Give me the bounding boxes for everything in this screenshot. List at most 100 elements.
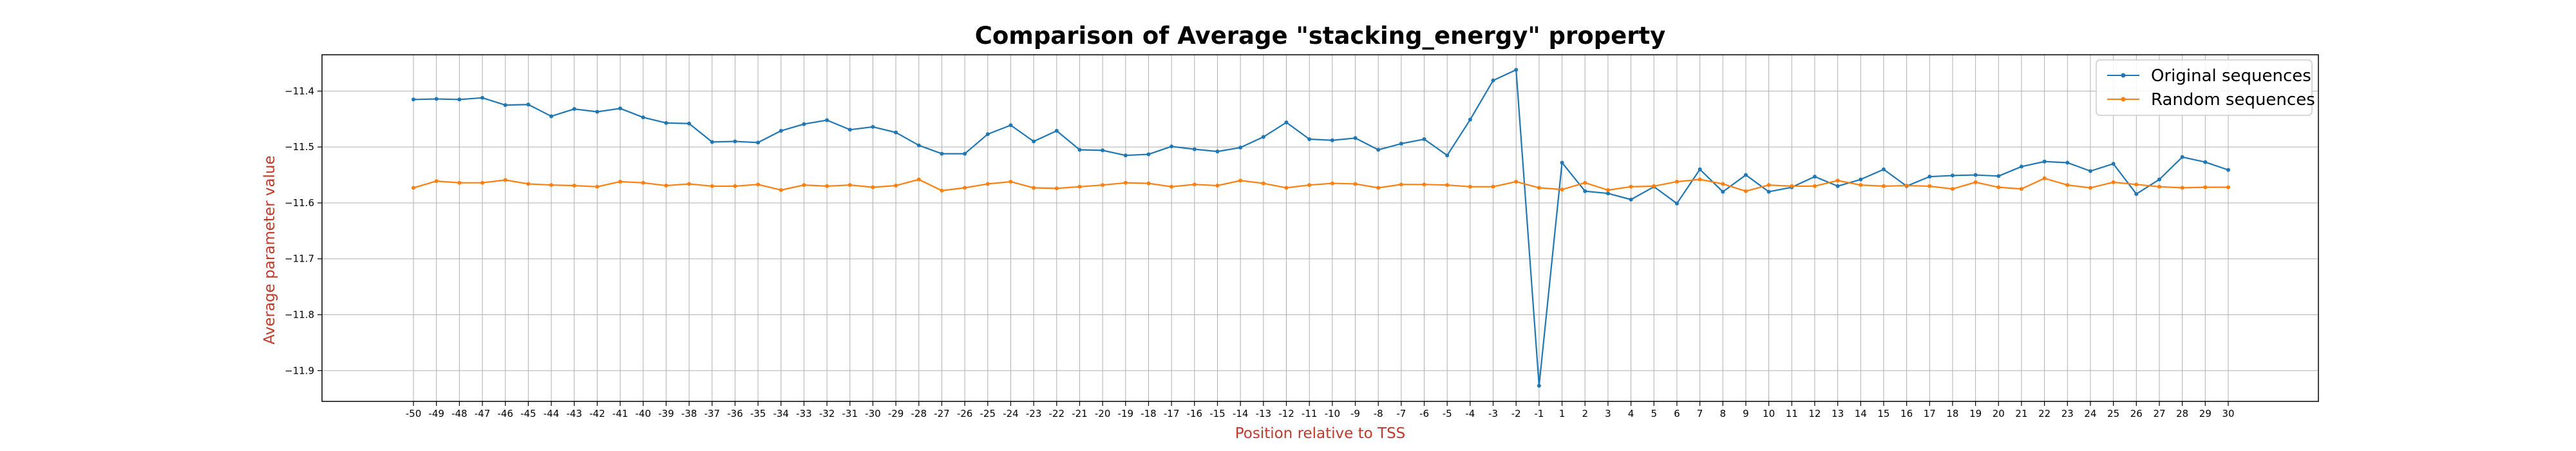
- x-tick-label: 15: [1877, 408, 1889, 419]
- x-tick-label: -31: [842, 408, 858, 419]
- data-point-1: [595, 184, 600, 189]
- data-point-1: [756, 182, 761, 187]
- x-tick-label: -25: [980, 408, 996, 419]
- x-tick-label: 21: [2015, 408, 2027, 419]
- data-point-0: [572, 107, 576, 111]
- x-tick-label: -41: [612, 408, 629, 419]
- data-point-0: [412, 97, 415, 102]
- x-tick-label: 1: [1559, 408, 1566, 419]
- x-tick-label: 10: [1763, 408, 1775, 419]
- x-tick-label: 8: [1719, 408, 1726, 419]
- x-tick-label: -30: [865, 408, 881, 419]
- data-point-1: [1629, 184, 1633, 189]
- data-point-0: [1835, 184, 1840, 188]
- x-tick-label: 22: [2038, 408, 2050, 419]
- data-point-1: [1996, 185, 2001, 189]
- data-point-0: [526, 102, 531, 107]
- data-point-1: [2203, 185, 2208, 189]
- x-tick-label: -6: [1419, 408, 1429, 419]
- data-point-0: [1353, 136, 1358, 140]
- data-point-0: [2157, 177, 2161, 182]
- data-point-1: [733, 184, 737, 188]
- legend-label-random: Random sequences: [2151, 90, 2315, 110]
- data-point-0: [1146, 152, 1151, 157]
- data-point-0: [963, 151, 967, 156]
- data-point-1: [503, 178, 507, 182]
- chart-title: Comparison of Average "stacking_energy" …: [975, 22, 1666, 50]
- x-tick-label: -34: [773, 408, 789, 419]
- y-tick-label: −11.8: [285, 309, 314, 321]
- y-tick-label: −11.7: [285, 253, 314, 265]
- data-point-0: [2019, 164, 2023, 169]
- data-point-0: [1077, 148, 1082, 152]
- x-tick-label: -48: [451, 408, 468, 419]
- data-point-0: [1307, 137, 1312, 142]
- data-point-1: [2134, 182, 2139, 187]
- data-point-1: [1353, 182, 1358, 186]
- data-point-1: [1215, 184, 1220, 188]
- data-point-0: [1583, 189, 1587, 193]
- data-point-1: [1859, 183, 1863, 187]
- series-line-0: [413, 69, 2229, 387]
- data-point-1: [1284, 186, 1289, 190]
- data-point-1: [1812, 184, 1817, 188]
- data-point-1: [916, 177, 921, 182]
- data-point-0: [2203, 160, 2208, 164]
- data-point-1: [549, 183, 554, 187]
- x-tick-label: -42: [589, 408, 605, 419]
- data-point-1: [1123, 180, 1128, 185]
- y-tick-label: −11.5: [285, 141, 314, 153]
- data-point-1: [2226, 185, 2230, 189]
- data-point-0: [457, 97, 462, 102]
- x-tick-label: -1: [1534, 408, 1544, 419]
- x-tick-label: -26: [957, 408, 973, 419]
- data-point-0: [687, 121, 692, 126]
- x-tick-label: 19: [1969, 408, 1982, 419]
- data-point-1: [940, 188, 944, 193]
- data-point-1: [1307, 183, 1312, 187]
- x-tick-label: -33: [796, 408, 812, 419]
- data-point-0: [2042, 159, 2047, 164]
- data-point-1: [1835, 178, 1840, 183]
- data-point-1: [710, 184, 714, 188]
- data-point-1: [2111, 180, 2116, 184]
- x-tick-label: -15: [1209, 408, 1226, 419]
- x-tick-label: -44: [544, 408, 560, 419]
- data-point-0: [2088, 169, 2092, 173]
- x-tick-label: -28: [911, 408, 927, 419]
- data-point-1: [2042, 176, 2047, 180]
- data-point-0: [1238, 146, 1243, 150]
- x-tick-label: -20: [1095, 408, 1111, 419]
- data-point-1: [2065, 183, 2070, 187]
- data-point-0: [1560, 160, 1564, 165]
- data-point-1: [1170, 184, 1174, 189]
- x-tick-label: -27: [934, 408, 950, 419]
- data-point-0: [480, 95, 485, 100]
- data-point-1: [1422, 182, 1426, 187]
- data-point-0: [1927, 175, 1932, 179]
- data-point-0: [1445, 153, 1450, 158]
- x-tick-label: -11: [1302, 408, 1318, 419]
- data-point-1: [412, 186, 415, 190]
- data-point-0: [1170, 144, 1174, 149]
- data-point-1: [1077, 184, 1082, 189]
- x-tick-label: -29: [888, 408, 904, 419]
- data-point-0: [1032, 139, 1036, 144]
- x-tick-label: 28: [2176, 408, 2188, 419]
- data-point-0: [848, 128, 852, 132]
- x-tick-label: 29: [2199, 408, 2211, 419]
- data-point-1: [457, 180, 462, 185]
- x-tick-label: -50: [406, 408, 422, 419]
- data-point-1: [572, 184, 576, 188]
- x-tick-label: 18: [1946, 408, 1958, 419]
- data-point-1: [848, 183, 852, 187]
- data-point-1: [641, 180, 645, 185]
- x-tick-label: 4: [1628, 408, 1634, 419]
- data-point-1: [871, 185, 875, 189]
- data-point-0: [2111, 162, 2116, 166]
- data-point-0: [825, 118, 829, 122]
- legend-marker-original: [2121, 73, 2126, 78]
- data-point-0: [1123, 153, 1128, 158]
- data-point-0: [779, 129, 783, 133]
